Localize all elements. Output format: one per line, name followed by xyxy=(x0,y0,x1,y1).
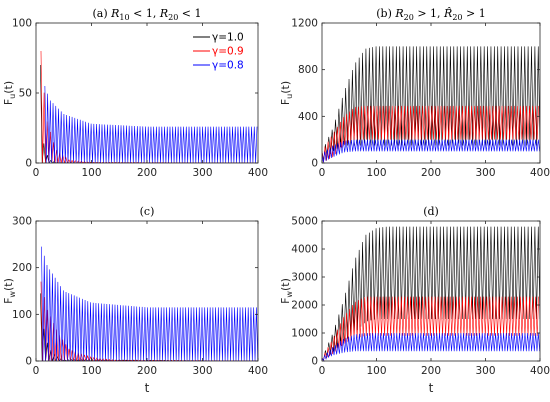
series-line-3 xyxy=(44,85,258,163)
x-tick-label: 200 xyxy=(421,167,441,179)
x-tick-label: 100 xyxy=(366,365,386,377)
series-line-3 xyxy=(41,246,258,361)
x-tick-label: 100 xyxy=(366,167,386,179)
y-axis-label: Fu(t) xyxy=(2,81,17,105)
y-tick-label: 300 xyxy=(12,216,32,228)
x-tick-label: 200 xyxy=(137,365,157,377)
series-line-1 xyxy=(322,46,540,162)
y-tick-label: 1000 xyxy=(291,328,318,340)
x-tick-label: 300 xyxy=(192,167,212,179)
y-tick-label: 0 xyxy=(25,356,32,368)
x-tick-label: 400 xyxy=(530,167,550,179)
x-tick-label: 0 xyxy=(33,365,40,377)
chart-panel-1: 0 100 200 300 400 0 50 100 Fu(t) (a) R10 < 1, R20… xyxy=(2,7,268,179)
series-line-2 xyxy=(322,296,539,361)
y-tick-label: 200 xyxy=(12,262,32,274)
x-tick-label: 300 xyxy=(475,365,495,377)
y-axis-label: Fw(t) xyxy=(279,278,294,304)
x-axis-label: t xyxy=(429,381,434,395)
y-tick-label: 800 xyxy=(298,64,318,76)
x-axis-label: t xyxy=(145,381,150,395)
x-tick-label: 100 xyxy=(81,365,101,377)
x-tick-label: 400 xyxy=(248,167,268,179)
x-tick-label: 200 xyxy=(421,365,441,377)
y-tick-label: 2000 xyxy=(291,300,318,312)
x-tick-label: 300 xyxy=(192,365,212,377)
y-axis-label: Fu(t) xyxy=(279,81,294,105)
legend-entry: γ=1.0 xyxy=(212,32,244,44)
y-axis-label: Fw(t) xyxy=(2,278,17,304)
chart-panel-2: 0 100 200 300 400 0 400 800 1200 Fu(t) (b) R20 > 1… xyxy=(279,7,550,179)
y-tick-label: 4000 xyxy=(291,244,318,256)
chart-panel-3: 0 100 200 300 400 0 100 200 300 Fw(t) t (c) xyxy=(2,205,268,395)
y-tick-label: 0 xyxy=(311,356,318,368)
series-line-2 xyxy=(322,105,539,163)
x-tick-label: 100 xyxy=(81,167,101,179)
y-tick-label: 50 xyxy=(19,88,32,100)
x-tick-label: 400 xyxy=(530,365,550,377)
legend-entry: γ=0.8 xyxy=(212,60,244,72)
chart-panel-4: 0 100 200 300 400010002000300040005000Fw(t)t… xyxy=(279,205,550,395)
x-tick-label: 200 xyxy=(137,167,157,179)
y-tick-label: 400 xyxy=(298,111,318,123)
y-tick-label: 0 xyxy=(25,158,32,170)
series-line-3 xyxy=(322,139,540,163)
y-tick-label: 1200 xyxy=(291,18,318,30)
x-tick-label: 0 xyxy=(319,167,326,179)
y-tick-label: 100 xyxy=(12,309,32,321)
x-tick-label: 0 xyxy=(319,365,326,377)
y-tick-label: 3000 xyxy=(291,272,318,284)
y-tick-label: 0 xyxy=(311,158,318,170)
y-tick-label: 100 xyxy=(12,18,32,30)
panel-title: (a) R10 < 1, R20 < 1 xyxy=(92,7,201,22)
panel-title: (d) xyxy=(423,205,439,218)
x-tick-label: 400 xyxy=(248,365,268,377)
panel-title: (c) xyxy=(140,205,155,218)
y-tick-label: 5000 xyxy=(291,216,318,228)
series-line-1 xyxy=(322,226,540,361)
series-line-3 xyxy=(322,332,540,361)
legend-entry: γ=0.9 xyxy=(212,46,244,58)
x-tick-label: 300 xyxy=(475,167,495,179)
panel-title: (b) R20 > 1, R̂20 > 1 xyxy=(376,7,486,22)
x-tick-label: 0 xyxy=(33,167,40,179)
